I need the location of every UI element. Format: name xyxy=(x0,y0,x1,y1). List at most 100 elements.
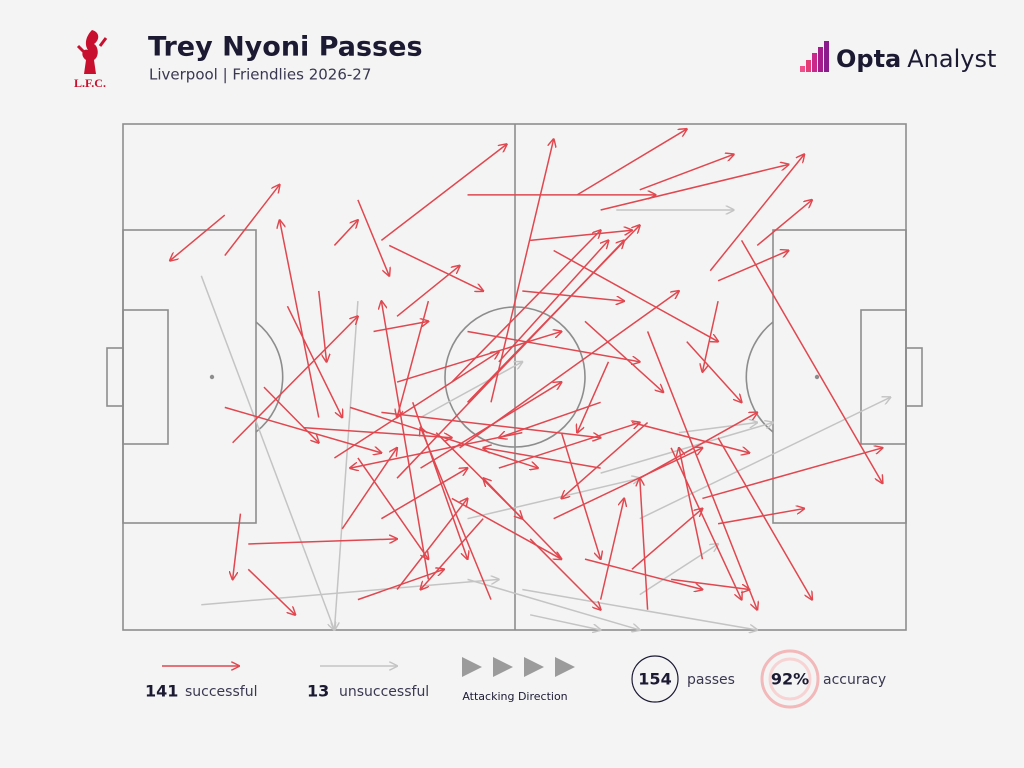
brand-light: Analyst xyxy=(907,45,996,73)
pass-arrow xyxy=(639,544,718,596)
pass-arrow xyxy=(334,352,498,459)
passes-value: 154 xyxy=(638,670,671,689)
direction-arrows xyxy=(462,657,575,677)
pass-arrow xyxy=(530,614,600,630)
pass-arrow xyxy=(318,290,327,362)
pass-arrow xyxy=(303,426,452,438)
pass-arrow xyxy=(553,448,703,520)
pass-arrow xyxy=(224,406,382,453)
brand-text: Opta Analyst xyxy=(836,45,996,73)
pass-arrow xyxy=(631,509,702,570)
pass-arrow xyxy=(170,214,226,261)
pass-arrow xyxy=(483,448,601,469)
pass-arrow xyxy=(388,244,483,291)
legend-count: 13 xyxy=(307,682,329,701)
pass-arrow xyxy=(333,220,357,246)
footer: 141 successful 13 unsuccessful Attacking… xyxy=(145,649,886,709)
pass-arrow xyxy=(201,579,499,606)
pass-arrow xyxy=(599,498,624,600)
legend-label: unsuccessful xyxy=(339,684,429,700)
accuracy-badge xyxy=(760,649,820,709)
direction-label: Attacking Direction xyxy=(462,690,567,703)
pass-arrow xyxy=(709,154,804,272)
passes-label: passes xyxy=(687,672,735,688)
club-crest: L.F.C. xyxy=(74,30,108,90)
pass-arrow xyxy=(560,432,600,559)
pass-arrow xyxy=(640,478,649,610)
pass-arrow xyxy=(631,421,749,453)
pass-arrow xyxy=(263,386,319,443)
pass-arrow xyxy=(200,275,334,630)
pass-arrow xyxy=(576,129,687,196)
pass-arrow xyxy=(639,412,757,479)
pass-arrow xyxy=(679,448,704,560)
pass-arrow xyxy=(380,144,506,241)
pass-arrow xyxy=(522,588,757,630)
pass-arrow xyxy=(756,200,812,247)
pass-arrow xyxy=(577,361,610,433)
pass-arrow xyxy=(584,558,702,589)
pass-arrow xyxy=(341,448,397,530)
pass-arrow xyxy=(530,230,632,242)
pass-arrow xyxy=(584,320,663,392)
pass-arrow xyxy=(467,578,640,630)
pass-arrow xyxy=(646,331,758,609)
passes-badge xyxy=(631,655,679,703)
pass-arrow xyxy=(600,164,789,211)
pass-arrow xyxy=(740,240,883,483)
subtitle: Liverpool | Friendlies 2026-27 xyxy=(149,66,371,84)
pass-arrow xyxy=(248,539,397,545)
title: Trey Nyoni Passes xyxy=(148,32,423,63)
pass-arrow xyxy=(467,330,640,361)
passes xyxy=(170,129,890,630)
pass-arrow xyxy=(224,185,280,257)
pass-arrow xyxy=(420,362,523,419)
pass-arrow xyxy=(396,266,460,317)
pass-arrow xyxy=(702,448,882,500)
pass-arrow xyxy=(522,290,624,301)
legend-label: successful xyxy=(185,684,257,700)
pass-arrow xyxy=(717,437,812,600)
accuracy-label: accuracy xyxy=(823,672,886,688)
pass-arrow xyxy=(529,538,600,610)
pass-arrow xyxy=(639,397,891,520)
pass-arrow xyxy=(466,225,640,403)
pass-arrow xyxy=(499,401,601,437)
pass-arrow xyxy=(232,316,358,444)
pass-arrow xyxy=(396,331,561,383)
pass-arrow xyxy=(686,341,742,403)
brand-bold: Opta xyxy=(836,45,901,73)
pass-arrow xyxy=(381,301,430,580)
pass-arrow xyxy=(490,139,554,403)
pass-arrow xyxy=(381,468,467,520)
pass-arrow xyxy=(349,406,538,468)
pass-arrow xyxy=(412,402,468,559)
pass-arrow xyxy=(420,382,562,469)
pass-arrow xyxy=(639,154,734,191)
pass-arrow xyxy=(247,568,295,615)
pass-arrow xyxy=(717,509,804,525)
pass-arrow xyxy=(498,423,640,469)
pass-arrow xyxy=(467,478,640,520)
pass-arrow xyxy=(421,518,484,590)
pass-arrow xyxy=(280,220,320,418)
pass-arrow xyxy=(286,305,342,417)
legend-count: 141 xyxy=(145,682,178,701)
pass-arrow xyxy=(670,447,741,600)
pass-arrow xyxy=(350,431,523,468)
pass-arrow xyxy=(498,240,609,363)
pass-arrow xyxy=(373,321,429,333)
accuracy-value: 92% xyxy=(771,670,809,689)
pass-arrow xyxy=(357,457,428,559)
pass-arrow xyxy=(717,251,788,282)
pass-arrow xyxy=(600,423,773,474)
pass-arrow xyxy=(553,249,718,342)
pass-arrow xyxy=(233,513,242,580)
pitch xyxy=(106,123,923,631)
pass-arrow xyxy=(334,301,359,630)
pass-arrow xyxy=(678,423,757,434)
brand-logo: Opta Analyst xyxy=(800,41,996,73)
pass-arrow xyxy=(397,300,430,417)
